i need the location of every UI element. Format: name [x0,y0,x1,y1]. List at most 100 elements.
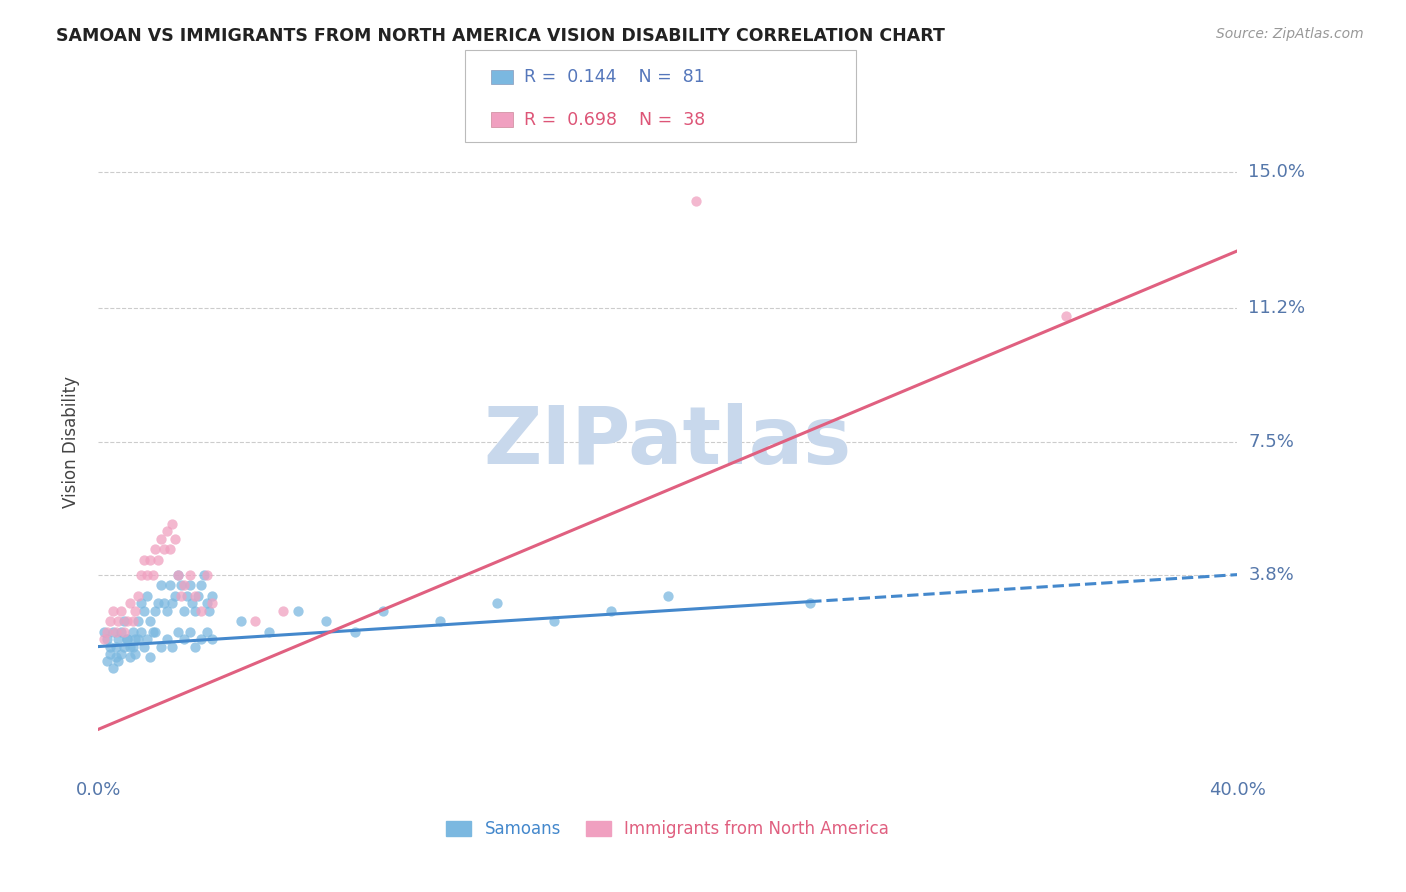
Point [184,589,207,603]
Point [148,553,170,567]
Point [167,567,190,582]
Point [112,640,135,654]
Point [159,578,181,592]
Text: SAMOAN VS IMMIGRANTS FROM NORTH AMERICA VISION DISABILITY CORRELATION CHART: SAMOAN VS IMMIGRANTS FROM NORTH AMERICA … [56,27,945,45]
Point [145,625,167,640]
Point [343,625,366,640]
Point [190,578,212,592]
Text: Source: ZipAtlas.com: Source: ZipAtlas.com [1216,27,1364,41]
Point [195,596,218,610]
Point [190,604,212,618]
Point [187,589,209,603]
Point [156,524,179,539]
Point [799,596,821,610]
Point [110,625,132,640]
Point [657,589,679,603]
Point [135,567,157,582]
Y-axis label: Vision Disability: Vision Disability [62,376,80,508]
Point [179,567,201,582]
Point [98,640,121,654]
Point [201,589,224,603]
Point [600,604,623,618]
Point [129,625,152,640]
Point [93,625,115,640]
Point [150,640,173,654]
Point [101,604,124,618]
Point [1056,309,1078,323]
Point [148,596,170,610]
Point [145,604,167,618]
Point [115,615,138,629]
Text: 3.8%: 3.8% [1249,566,1294,583]
Point [201,632,224,647]
Point [141,567,163,582]
Point [112,625,135,640]
Point [195,567,218,582]
Point [193,567,215,582]
Point [170,578,193,592]
Point [243,615,266,629]
Point [273,604,295,618]
Point [173,604,195,618]
Text: ZIPatlas: ZIPatlas [484,402,852,481]
Point [486,596,509,610]
Point [96,632,118,647]
Point [96,654,118,668]
Point [104,640,127,654]
Point [173,632,195,647]
Point [190,632,212,647]
Point [170,589,193,603]
Point [104,650,127,665]
Point [145,542,167,557]
Point [156,632,179,647]
Point [150,578,173,592]
Point [229,615,252,629]
Point [118,596,141,610]
Point [98,615,121,629]
Text: 11.2%: 11.2% [1249,300,1306,318]
Point [165,589,187,603]
Point [179,625,201,640]
Point [141,625,163,640]
Point [162,596,184,610]
Point [110,604,132,618]
Point [132,640,155,654]
Point [115,632,138,647]
Point [121,615,143,629]
Legend: Samoans, Immigrants from North America: Samoans, Immigrants from North America [440,814,896,845]
Point [543,615,565,629]
Point [135,589,157,603]
Point [153,542,176,557]
Point [107,615,129,629]
Point [176,589,198,603]
Point [107,632,129,647]
Point [162,517,184,532]
Point [429,615,451,629]
Point [315,615,337,629]
Point [118,640,141,654]
Point [195,625,218,640]
Point [127,632,149,647]
Point [129,596,152,610]
Point [179,578,201,592]
Point [287,604,309,618]
Point [132,604,155,618]
Point [101,661,124,675]
Point [159,542,181,557]
Point [153,596,176,610]
Point [132,553,155,567]
Point [96,625,118,640]
Point [173,578,195,592]
Point [93,632,115,647]
Point [107,654,129,668]
Point [162,640,184,654]
Point [165,532,187,546]
Point [373,604,395,618]
Point [198,604,221,618]
Point [259,625,281,640]
Point [121,640,143,654]
Text: 7.5%: 7.5% [1249,433,1295,450]
Point [98,647,121,661]
Point [110,647,132,661]
Text: R =  0.144    N =  81: R = 0.144 N = 81 [524,69,706,87]
